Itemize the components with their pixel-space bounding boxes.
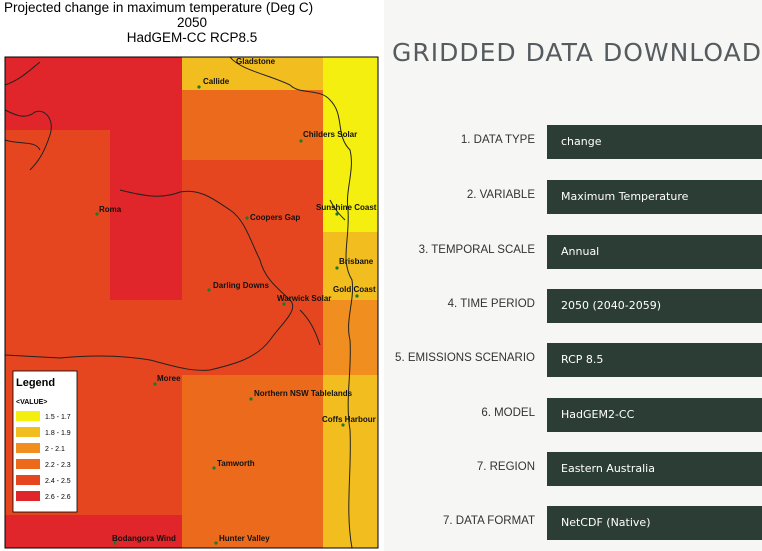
model-label: 6. MODEL [481, 407, 535, 419]
marker-brisbane [335, 266, 339, 270]
marker-tamworth [212, 466, 216, 470]
emissions-scenario-label: 5. EMISSIONS SCENARIO [395, 352, 535, 364]
data-format-label: 7. DATA FORMAT [442, 515, 535, 527]
place-label-warwick-solar: Warwick Solar [277, 294, 331, 303]
marker-bodangora-wind [113, 541, 117, 545]
time-period-select[interactable]: 2050 (2040-2059) [547, 289, 762, 323]
legend-swatch [16, 491, 40, 501]
place-label-gold-coast: Gold Coast [333, 285, 376, 294]
region-boundaries [4, 56, 354, 549]
form-row-region: 7. REGION Eastern Australia [384, 452, 762, 486]
form-row-time-period: 4. TIME PERIOD 2050 (2040-2059) [384, 289, 762, 323]
marker-coffs-harbour [341, 423, 345, 427]
place-label-childers-solar: Childers Solar [303, 130, 357, 139]
legend-label: 2 - 2.1 [45, 446, 65, 453]
marker-gold-coast [355, 294, 359, 298]
place-label-roma: Roma [99, 205, 122, 214]
legend-label: 1.8 - 1.9 [45, 430, 71, 437]
place-label-hunter-valley: Hunter Valley [219, 534, 270, 543]
legend-swatch [16, 443, 40, 453]
marker-coopers-gap [245, 216, 249, 220]
region-select[interactable]: Eastern Australia [547, 452, 762, 486]
temporal-scale-label: 3. TEMPORAL SCALE [418, 244, 535, 256]
place-label-callide: Callide [203, 77, 230, 86]
legend-label: 2.4 - 2.5 [45, 478, 71, 485]
legend-swatch [16, 475, 40, 485]
temporal-scale-select[interactable]: Annual [547, 235, 762, 269]
model-select[interactable]: HadGEM2-CC [547, 398, 762, 432]
place-label-tamworth: Tamworth [217, 459, 255, 468]
marker-callide [197, 85, 201, 89]
legend-label: 2.6 - 2.6 [45, 494, 71, 501]
place-label-darling-downs: Darling Downs [213, 281, 270, 290]
marker-roma [95, 212, 99, 216]
map-title-line3: HadGEM-CC RCP8.5 [126, 30, 258, 45]
place-label-gladstone: Gladstone [236, 57, 276, 66]
variable-label: 2. VARIABLE [466, 189, 535, 201]
legend-swatch [16, 427, 40, 437]
map-legend: Legend <VALUE> 1.5 - 1.7 1.8 - 1.9 2 - 2.1… [12, 370, 78, 513]
data-format-select[interactable]: NetCDF (Native) [547, 506, 762, 540]
marker-darling-downs [207, 288, 211, 292]
legend-subtitle: <VALUE> [16, 399, 47, 406]
place-label-coffs-harbour: Coffs Harbour [322, 415, 376, 424]
place-label-moree: Moree [157, 374, 181, 383]
legend-swatch [16, 459, 40, 469]
temperature-map: Gladstone Callide Childers Solar Roma Co… [4, 56, 379, 549]
place-label-northern-nsw-tablelands: Northern NSW Tablelands [254, 389, 353, 398]
emissions-scenario-select[interactable]: RCP 8.5 [547, 343, 762, 377]
legend-swatch [16, 411, 40, 421]
legend-label: 1.5 - 1.7 [45, 414, 71, 421]
time-period-label: 4. TIME PERIOD [447, 298, 535, 310]
marker-sunshine-coast [335, 212, 339, 216]
marker-northern-nsw-tablelands [249, 397, 253, 401]
form-row-data-type: 1. DATA TYPE change [384, 125, 762, 159]
form-row-emissions-scenario: 5. EMISSIONS SCENARIO RCP 8.5 [384, 343, 762, 377]
place-label-sunshine-coast: Sunshine Coast [316, 203, 377, 212]
map-frame [4, 56, 379, 549]
map-panel: Gladstone Callide Childers Solar Roma Co… [0, 0, 384, 549]
form-row-temporal-scale: 3. TEMPORAL SCALE Annual [384, 235, 762, 269]
marker-warwick-solar [282, 302, 286, 306]
page-title: GRIDDED DATA DOWNLOAD [392, 38, 762, 67]
marker-moree [153, 382, 157, 386]
place-label-coopers-gap: Coopers Gap [250, 213, 300, 222]
map-title-line2: 2050 [176, 15, 208, 30]
form-row-model: 6. MODEL HadGEM2-CC [384, 398, 762, 432]
place-label-bodangora-wind: Bodangora Wind [112, 534, 176, 543]
data-type-select[interactable]: change [547, 125, 762, 159]
place-markers [95, 85, 359, 545]
map-title-line1: Projected change in maximum temperature … [4, 0, 314, 15]
form-row-variable: 2. VARIABLE Maximum Temperature [384, 180, 762, 214]
marker-childers-solar [299, 139, 303, 143]
data-type-label: 1. DATA TYPE [460, 134, 535, 146]
region-label: 7. REGION [476, 461, 535, 473]
form-row-data-format: 7. DATA FORMAT NetCDF (Native) [384, 506, 762, 540]
legend-title: Legend [16, 377, 55, 389]
legend-label: 2.2 - 2.3 [45, 462, 71, 469]
place-label-brisbane: Brisbane [339, 257, 374, 266]
map-title: Projected change in maximum temperature … [0, 0, 384, 45]
download-panel: GRIDDED DATA DOWNLOAD 1. DATA TYPE chang… [384, 0, 762, 551]
variable-select[interactable]: Maximum Temperature [547, 180, 762, 214]
marker-hunter-valley [214, 541, 218, 545]
